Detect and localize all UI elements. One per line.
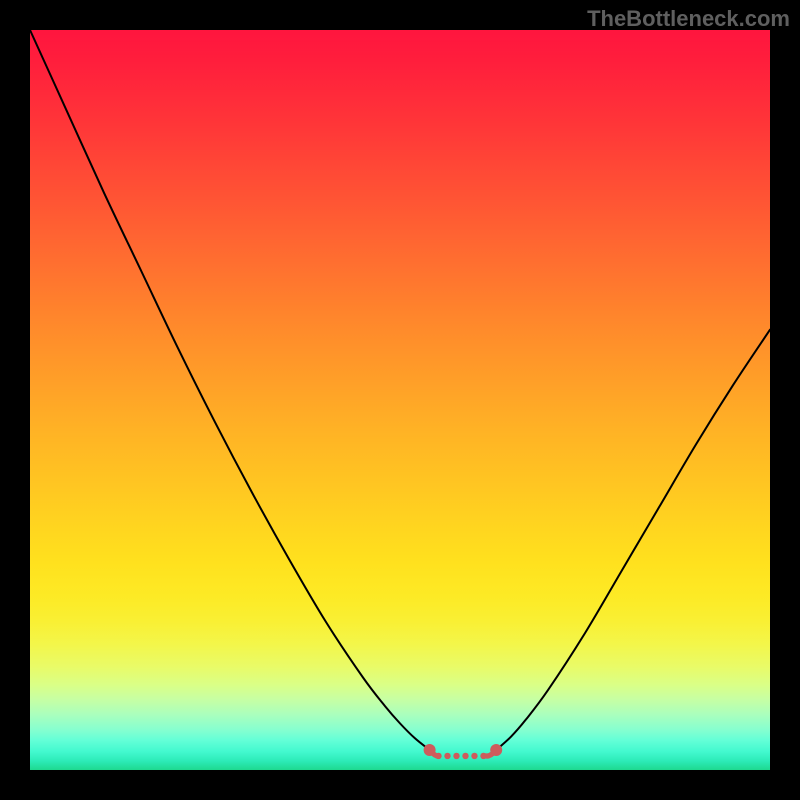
highlight-dot bbox=[471, 753, 477, 759]
chart-container: TheBottleneck.com bbox=[0, 0, 800, 800]
highlight-endpoint-left bbox=[424, 744, 436, 756]
highlight-dot bbox=[453, 753, 459, 759]
highlight-dot bbox=[444, 753, 450, 759]
highlight-endpoint-right bbox=[490, 744, 502, 756]
chart-svg bbox=[0, 0, 800, 800]
chart-background bbox=[30, 30, 770, 770]
watermark: TheBottleneck.com bbox=[587, 6, 790, 32]
highlight-dot bbox=[462, 753, 468, 759]
